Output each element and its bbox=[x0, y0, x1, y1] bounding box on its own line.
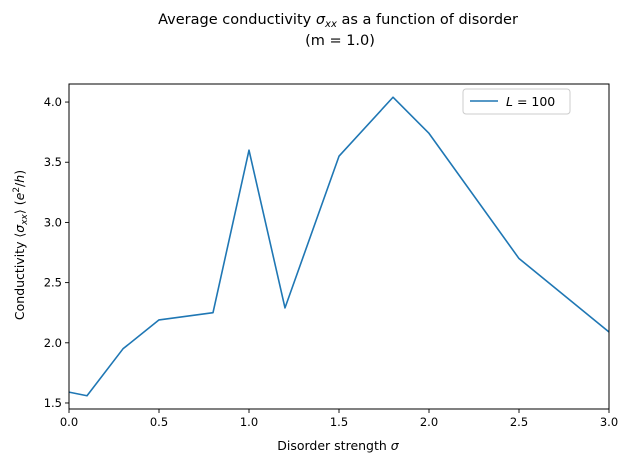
axis-ticks: 0.0 0.5 1.0 1.5 2.0 2.5 3.0 1.5 2.0 2.5 3.0 3.5 4.0 bbox=[44, 95, 618, 429]
y-tick-label: 4.0 bbox=[44, 95, 62, 109]
legend-label: L = 100 bbox=[506, 94, 555, 109]
y-tick-label: 3.0 bbox=[44, 215, 62, 229]
legend: L = 100 bbox=[462, 88, 571, 115]
series-line bbox=[68, 96, 610, 397]
chart-title-line1: Average conductivity σxx as a function o… bbox=[158, 12, 518, 30]
x-tick-label: 0.0 bbox=[60, 415, 78, 429]
x-axis-label: Disorder strength σ bbox=[277, 438, 400, 453]
x-tick-label: 1.5 bbox=[330, 415, 348, 429]
axes-frame bbox=[68, 83, 610, 410]
y-tick-label: 2.5 bbox=[44, 276, 62, 290]
x-tick-label: 3.0 bbox=[600, 415, 618, 429]
x-tick-label: 2.0 bbox=[420, 415, 438, 429]
y-tick-label: 3.5 bbox=[44, 155, 62, 169]
y-axis-label: Conductivity ⟨σxx⟩ (e2/h) bbox=[12, 170, 30, 320]
x-tick-label: 0.5 bbox=[150, 415, 168, 429]
y-tick-label: 1.5 bbox=[44, 396, 62, 410]
y-tick-label: 2.0 bbox=[44, 336, 62, 350]
x-tick-label: 1.0 bbox=[240, 415, 258, 429]
chart-title-line2: (m = 1.0) bbox=[305, 33, 375, 49]
series-lines bbox=[68, 96, 610, 397]
x-tick-label: 2.5 bbox=[510, 415, 528, 429]
legend-box bbox=[462, 88, 571, 115]
